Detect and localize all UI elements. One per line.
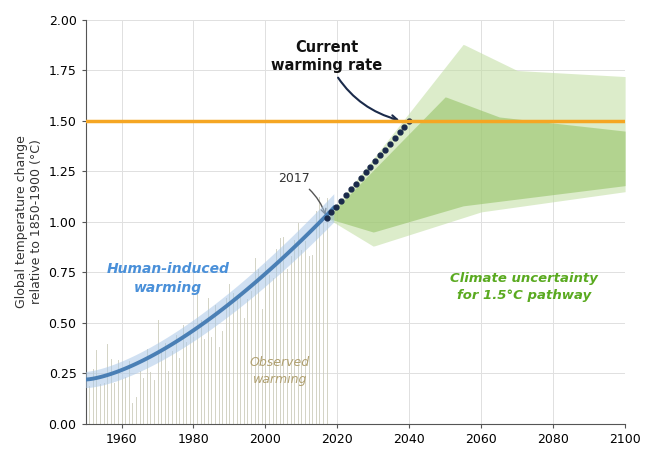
- Text: Human-induced
warming: Human-induced warming: [107, 262, 230, 295]
- Text: Observed
warming: Observed warming: [250, 356, 310, 386]
- Text: Current
warming rate: Current warming rate: [271, 40, 397, 121]
- Y-axis label: Global temperature change
relative to 1850-1900 (°C): Global temperature change relative to 18…: [15, 136, 43, 308]
- Text: 2017: 2017: [278, 171, 326, 214]
- Text: Climate uncertainty
for 1.5°C pathway: Climate uncertainty for 1.5°C pathway: [451, 272, 598, 301]
